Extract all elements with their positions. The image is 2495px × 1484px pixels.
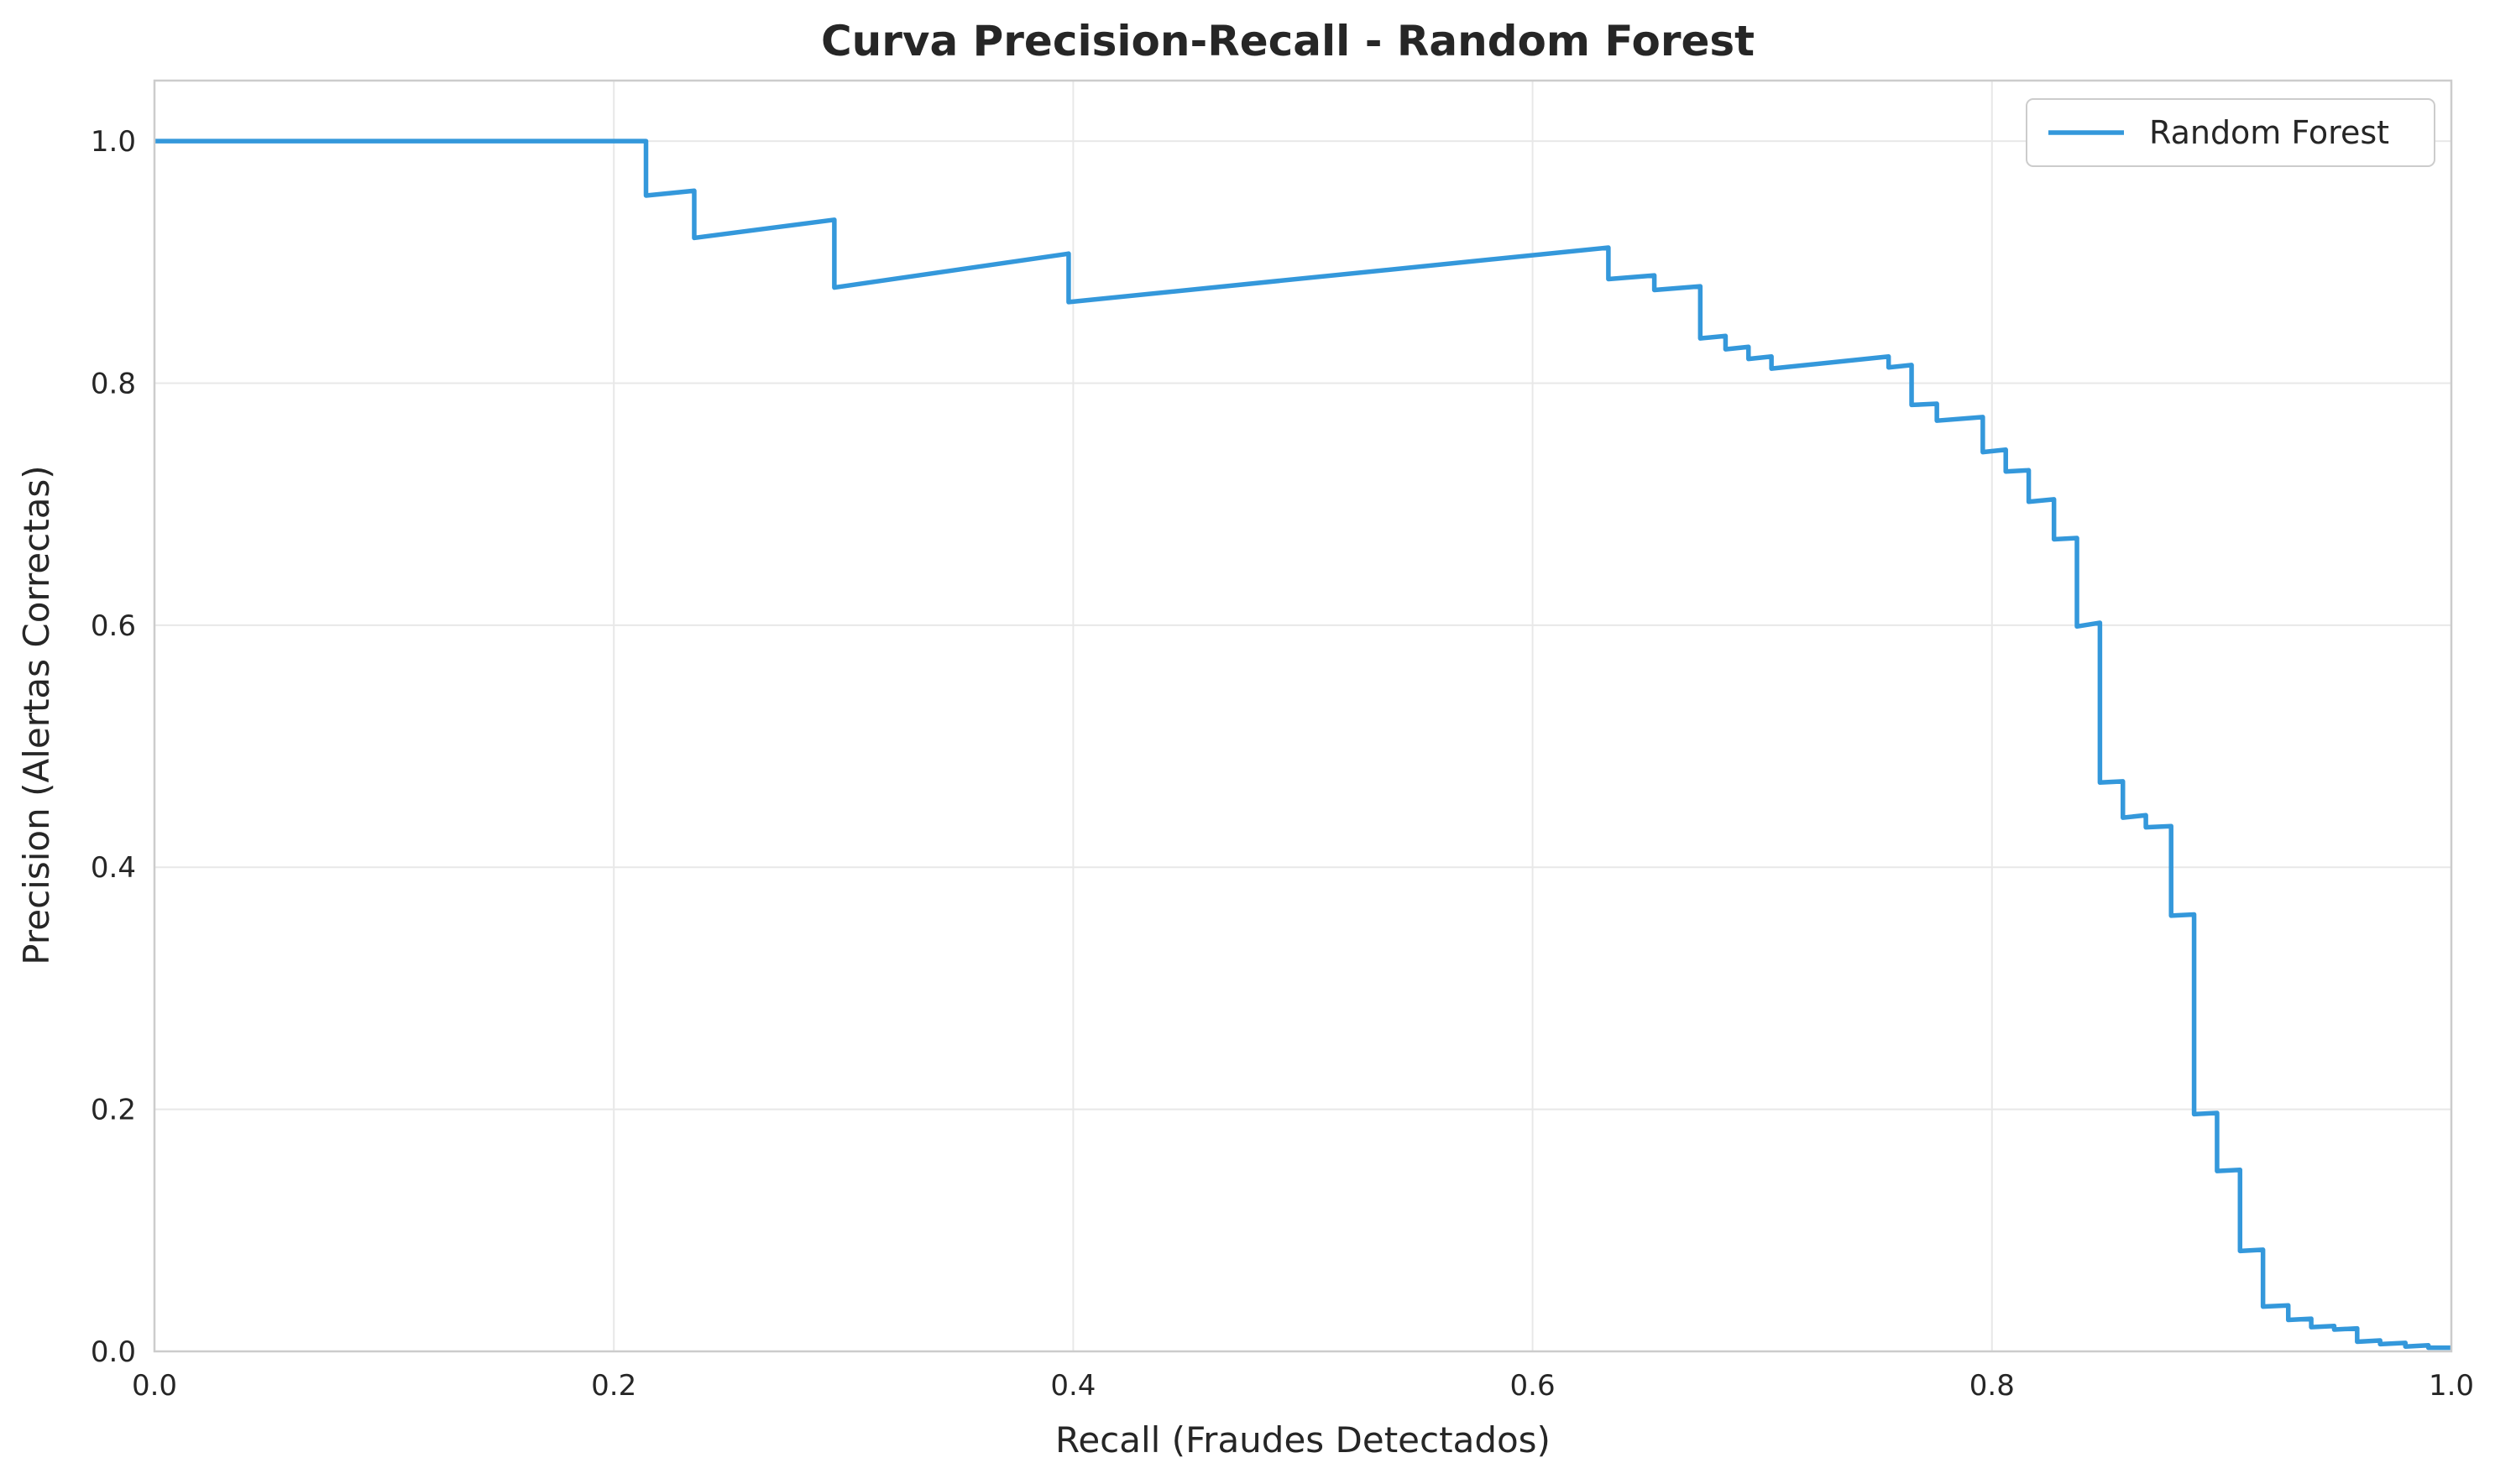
x-tick-label: 1.0 (2429, 1369, 2474, 1403)
y-axis-ticks: 0.0 0.2 0.4 0.6 0.8 1.0 (91, 125, 136, 1369)
x-tick-label: 0.2 (591, 1369, 636, 1403)
x-axis-label: Recall (Fraudes Detectados) (1055, 1419, 1551, 1460)
y-tick-label: 0.0 (91, 1335, 136, 1369)
chart-title: Curva Precision-Recall - Random Forest (821, 17, 1755, 65)
x-tick-label: 0.0 (132, 1369, 177, 1403)
legend-box (2026, 98, 2435, 167)
x-tick-label: 0.4 (1050, 1369, 1096, 1403)
x-axis-ticks: 0.0 0.2 0.4 0.6 0.8 1.0 (132, 1369, 2474, 1403)
legend: Random Forest (2026, 98, 2435, 167)
y-tick-label: 0.4 (91, 851, 136, 885)
x-tick-label: 0.8 (1969, 1369, 2015, 1403)
legend-label: Random Forest (2149, 114, 2389, 151)
series-line (154, 138, 2451, 1351)
y-tick-label: 0.6 (91, 609, 136, 643)
y-tick-label: 1.0 (91, 125, 136, 159)
series-layer (154, 138, 2451, 1351)
x-tick-label: 0.6 (1510, 1369, 1556, 1403)
plot-frame (153, 79, 2453, 1353)
y-tick-label: 0.8 (91, 367, 136, 400)
y-tick-label: 0.2 (91, 1094, 136, 1127)
y-axis-label: Precision (Alertas Correctas) (16, 465, 57, 964)
